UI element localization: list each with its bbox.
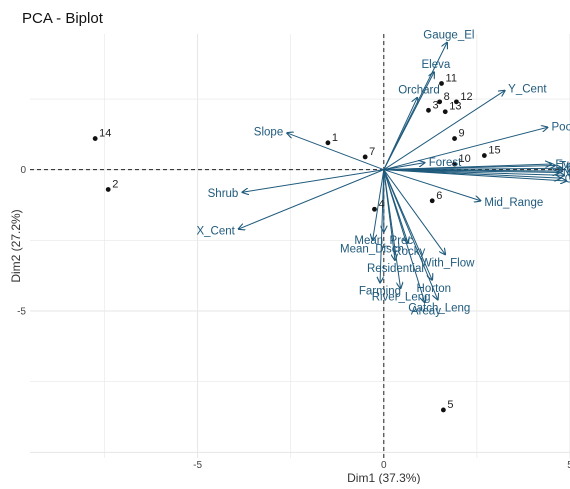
observation-label: 7 [369, 146, 375, 158]
variable-label: C.C [565, 173, 570, 185]
variable-label: Gauge_El [423, 29, 474, 41]
x-tick-label: 0 [381, 460, 387, 471]
variable-label: Tmp [559, 160, 570, 172]
variable-label: Shrub [208, 188, 239, 200]
chart-title: PCA - Biplot [22, 10, 103, 27]
variable-label: Forest [429, 157, 462, 169]
variable-label: Horton [417, 283, 452, 295]
variable-label: Slope [254, 127, 283, 139]
variable-label: Farming [359, 286, 401, 298]
variable-arrow [287, 133, 384, 171]
observation-point [105, 187, 111, 192]
variable-label: Mean_Disch [340, 243, 404, 255]
observation-label: 4 [378, 198, 384, 210]
variable-arrow [383, 72, 434, 170]
observation-point [362, 154, 368, 160]
variable-arrow [383, 169, 481, 201]
observation-label: 10 [459, 153, 471, 165]
observation-label: 1 [332, 132, 338, 144]
variable-arrow [242, 169, 384, 193]
variable-arrow [373, 169, 385, 241]
variable-label: Eleva [422, 59, 451, 71]
observation-point [442, 109, 448, 115]
observation-point [481, 153, 487, 158]
y-axis-title: Dim2 (27.2%) [9, 209, 23, 282]
x-tick-label: 5 [567, 460, 570, 471]
variable-arrow [383, 169, 445, 255]
x-tick-label: -5 [193, 460, 202, 471]
variable-label: Mid_Range [484, 197, 543, 209]
variable-label: River_Leng [372, 291, 431, 303]
variable-label: X_Cent [196, 226, 235, 238]
observation-label: 3 [432, 99, 438, 111]
observation-point [325, 140, 331, 146]
observation-points [92, 81, 487, 413]
variable-label: Br [568, 170, 570, 182]
variable-label: Mean_Prec [354, 235, 413, 247]
observation-point [426, 107, 431, 113]
observation-point [429, 198, 435, 204]
variable-arrow [383, 169, 438, 300]
variable-arrows [239, 42, 567, 302]
observation-label: 5 [447, 399, 453, 411]
reference-lines [30, 34, 570, 458]
variable-label: Eva [555, 159, 570, 171]
observation-label: 8 [444, 91, 450, 103]
chart-text: -5 0 5 0 -5 Dim1 (37.3%) Dim2 (27.2%) Gauge_El E… [9, 29, 570, 485]
observation-label: 12 [460, 91, 472, 103]
observation-point [92, 136, 98, 141]
variable-label: Dd [567, 163, 570, 175]
variable-label: El [567, 166, 570, 178]
variable-arrow [383, 169, 401, 289]
observation-point [452, 136, 457, 141]
variable-label: Poor_Range [552, 121, 570, 133]
variable-label: Residential [367, 263, 424, 275]
variable-arrow [383, 169, 566, 181]
variable-label: Areay [411, 306, 441, 318]
observation-label: 6 [436, 190, 442, 202]
variable-label: Y_Cent [508, 83, 547, 95]
observation-point [452, 161, 457, 167]
variable-arrow [383, 169, 565, 176]
observation-label: 11 [446, 72, 457, 84]
variable-arrow [383, 127, 548, 171]
x-axis-title: Dim1 (37.3%) [347, 471, 420, 484]
observation-label: 13 [449, 101, 461, 113]
variable-arrow [239, 169, 384, 229]
variable-arrow [383, 163, 425, 171]
variable-arrow [383, 169, 425, 303]
variable-label: Orchard [398, 85, 440, 97]
variable-label: With_Flow [421, 257, 475, 269]
observation-label: 9 [459, 128, 465, 140]
observation-point [437, 99, 443, 105]
y-tick-label: -5 [17, 307, 26, 318]
variable-arrow [383, 91, 505, 171]
variable-arrow [383, 98, 418, 170]
variable-label: Rocky [393, 246, 425, 258]
y-tick-label: 0 [20, 165, 26, 176]
observation-point [440, 407, 446, 413]
panel-background [30, 34, 570, 458]
observation-point [439, 81, 444, 86]
observation-label: 14 [99, 128, 111, 140]
variable-label: Catch_Leng [408, 303, 470, 315]
variable-arrow [380, 169, 385, 283]
observation-label: 2 [112, 178, 118, 190]
variable-label: NDVI [563, 168, 570, 180]
observation-point [454, 99, 459, 105]
observation-label: 15 [488, 145, 500, 157]
observation-point [372, 206, 377, 212]
